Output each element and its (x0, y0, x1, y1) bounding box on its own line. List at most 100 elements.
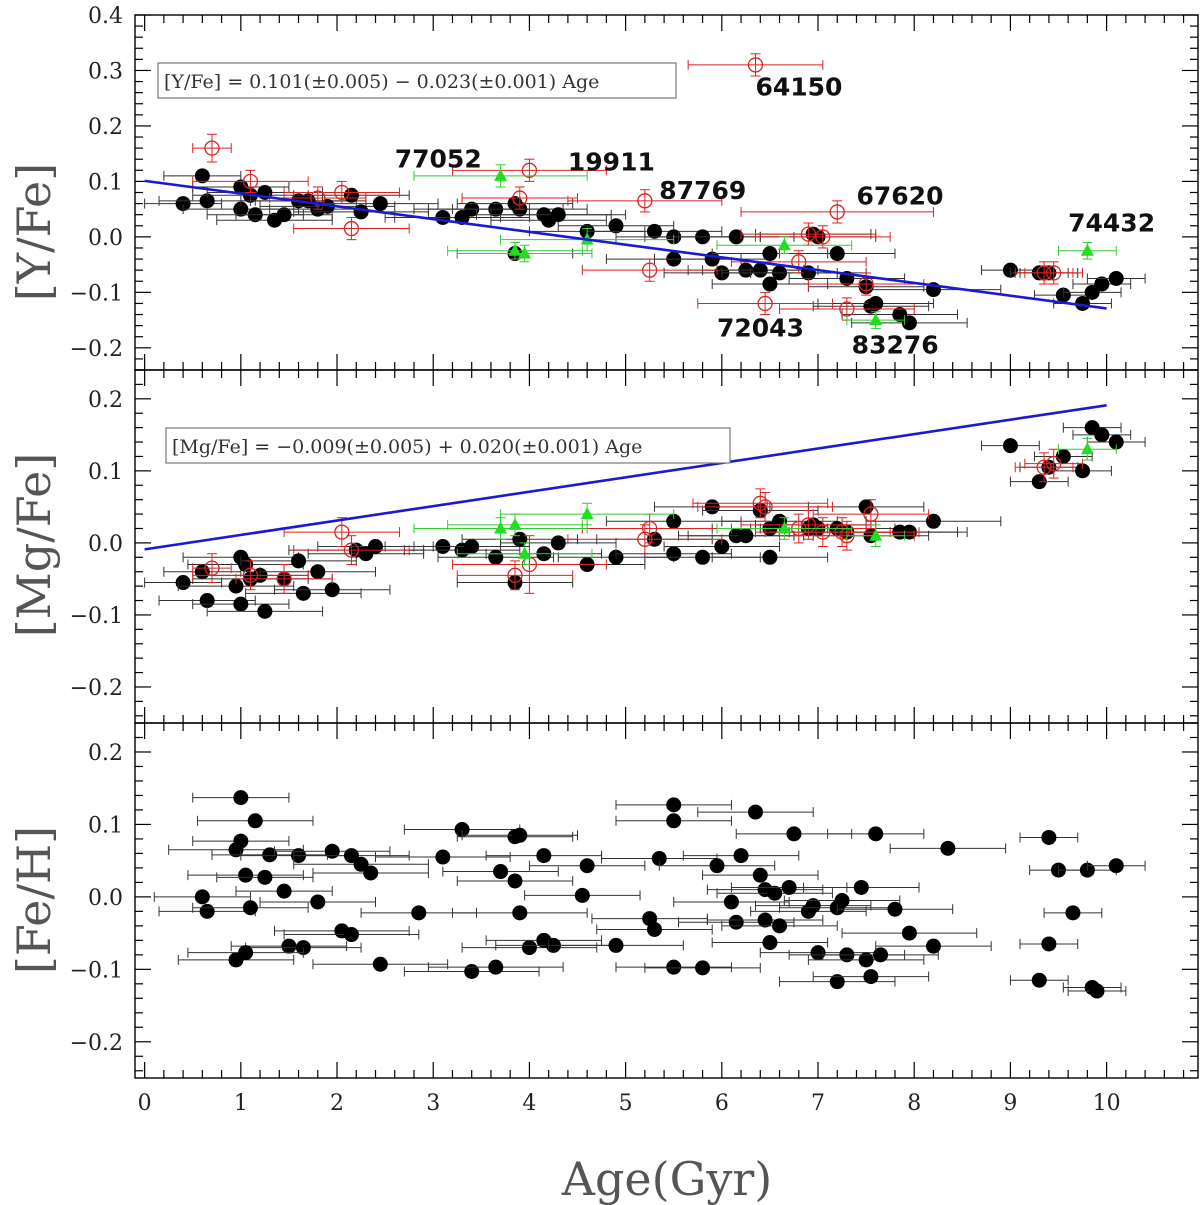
x-tick-label: 1 (234, 1091, 248, 1116)
data-point-black (228, 842, 244, 858)
y-tick-label-mg-fe: 0.1 (88, 460, 123, 485)
data-point-black (1075, 463, 1091, 479)
data-point-green (777, 238, 791, 251)
data-point-black (488, 549, 504, 565)
data-point-red (512, 190, 528, 206)
star-id-label: 83276 (852, 330, 939, 359)
data-point-red (521, 162, 538, 178)
data-point-black (868, 295, 884, 311)
data-point-black (1002, 438, 1018, 454)
data-point-black (242, 900, 258, 916)
data-point-black (276, 207, 292, 223)
data-point-green (777, 521, 791, 534)
panel-mg-fe: [Mg/Fe] −0.2 −0.1 0.0 0.1 0.2 [Mg/Fe] = −0.00… (7, 369, 1199, 724)
data-point-red (1046, 456, 1062, 472)
data-point-red (343, 542, 360, 558)
data-point-black (666, 813, 682, 829)
data-point-red (334, 524, 350, 540)
data-point-black (536, 848, 552, 864)
data-point-black (1075, 295, 1091, 311)
data-point-green (1080, 243, 1094, 256)
data-point-black (199, 593, 215, 609)
data-point-black (1041, 829, 1057, 845)
y-tick-label-fe-h: 0.0 (88, 886, 123, 911)
star-id-label: 87769 (659, 176, 746, 205)
y-tick-label-mg-fe: −0.2 (70, 676, 123, 701)
data-point-black (646, 921, 662, 937)
fit-line-mg-fe (144, 404, 1107, 551)
data-point-black (550, 207, 566, 223)
data-point-black (762, 276, 778, 292)
x-tick-label: 10 (1093, 1091, 1121, 1116)
star-id-label: 19911 (568, 147, 655, 176)
y-tick-label-mg-fe: 0.0 (88, 532, 123, 557)
data-point-black (733, 848, 749, 864)
data-point-black (709, 858, 725, 874)
data-point-black (579, 858, 595, 874)
x-tick-label: 8 (907, 1091, 921, 1116)
data-point-red (334, 184, 350, 201)
fit-equation-box-y-fe (157, 62, 677, 99)
x-tick-label: 9 (1003, 1091, 1017, 1116)
data-point-black (228, 578, 244, 594)
data-point-black (1094, 427, 1110, 443)
data-point-red (815, 229, 831, 245)
data-point-black (651, 850, 667, 866)
panel-fe-h: [Fe/H] −0.2 −0.1 0.0 0.1 0.2 0 1 2 3 4 5 6 7 8 9 10 (7, 722, 1199, 1116)
data-point-black (858, 499, 874, 515)
data-point-black (805, 898, 821, 914)
data-point-green (508, 243, 522, 256)
data-point-red (757, 499, 773, 515)
data-point-black (714, 539, 730, 554)
data-point-green (518, 546, 532, 559)
data-point-red (343, 220, 360, 237)
data-point-green (508, 517, 522, 530)
x-tick-label: 4 (522, 1091, 536, 1116)
y-tick-label-mg-fe: −0.1 (70, 604, 123, 629)
data-point-black (646, 223, 662, 239)
data-point-black (762, 549, 778, 565)
y-tick-label-y-fe: 0.1 (88, 170, 123, 195)
fit-equation-box-mg-fe (165, 427, 731, 464)
data-point-green (869, 528, 883, 541)
data-point-black (723, 894, 739, 910)
data-point-black (343, 848, 359, 864)
data-point-black (199, 193, 215, 209)
star-id-label: 74432 (1068, 208, 1155, 237)
data-point-black (762, 935, 778, 951)
data-point-black (887, 901, 903, 917)
x-axis-label: Age(Gyr) (561, 1152, 773, 1205)
data-point-red (242, 567, 259, 583)
y-axis-label-mg-fe: [Mg/Fe] (7, 453, 61, 638)
data-point-green (869, 313, 883, 326)
data-point-green (494, 521, 508, 534)
data-point-black (1108, 434, 1124, 450)
data-point-red (637, 531, 653, 547)
data-point-red (642, 262, 658, 278)
y-tick-label-y-fe: 0.2 (88, 115, 123, 140)
data-point-black (868, 826, 884, 842)
data-point-black (324, 582, 340, 598)
data-point-green (1080, 442, 1094, 455)
x-tick-label: 0 (138, 1091, 152, 1116)
data-point-black (233, 201, 249, 217)
y-tick-label-y-fe: 0.4 (88, 4, 123, 29)
data-point-red (829, 204, 845, 220)
data-point-black (363, 865, 379, 881)
data-point-black (281, 938, 297, 954)
fit-line-y-fe (144, 179, 1107, 310)
data-point-black (834, 893, 850, 908)
data-point-black (372, 956, 388, 972)
data-point-black (262, 847, 278, 863)
data-point-black (858, 952, 874, 968)
data-point-black (507, 873, 523, 889)
data-point-black (829, 974, 845, 990)
data-point-black (310, 564, 326, 580)
data-point-black (574, 887, 590, 903)
data-point-black (728, 229, 744, 245)
data-point-black (295, 940, 311, 956)
data-point-black (199, 903, 215, 919)
data-point-black (343, 187, 359, 203)
data-point-green (494, 168, 508, 181)
